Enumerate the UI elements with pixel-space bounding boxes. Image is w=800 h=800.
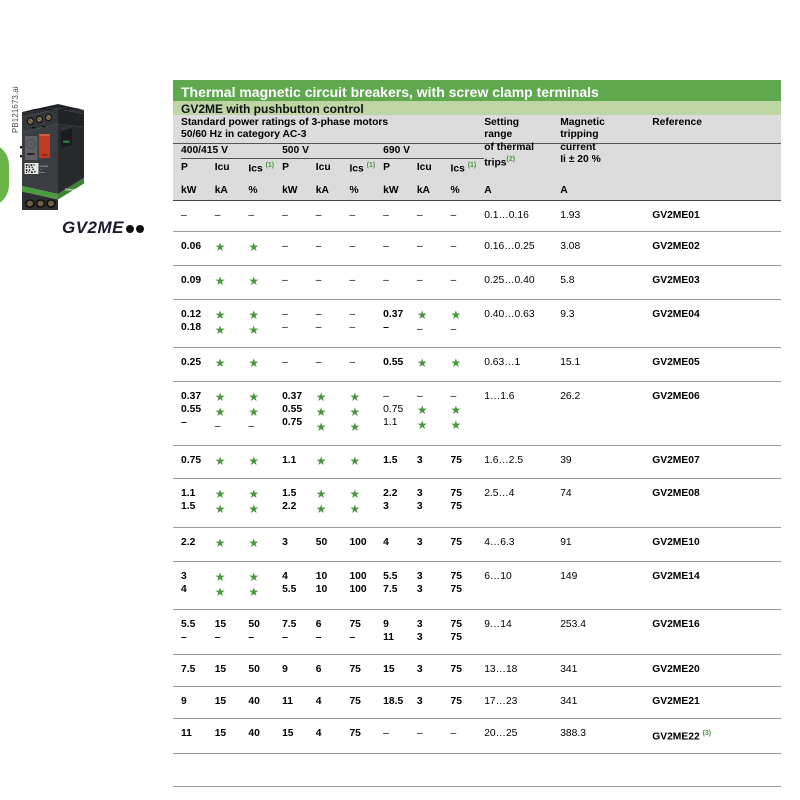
svg-text:Power: Power	[40, 171, 46, 174]
svg-text:GV2ME08: GV2ME08	[40, 166, 49, 168]
